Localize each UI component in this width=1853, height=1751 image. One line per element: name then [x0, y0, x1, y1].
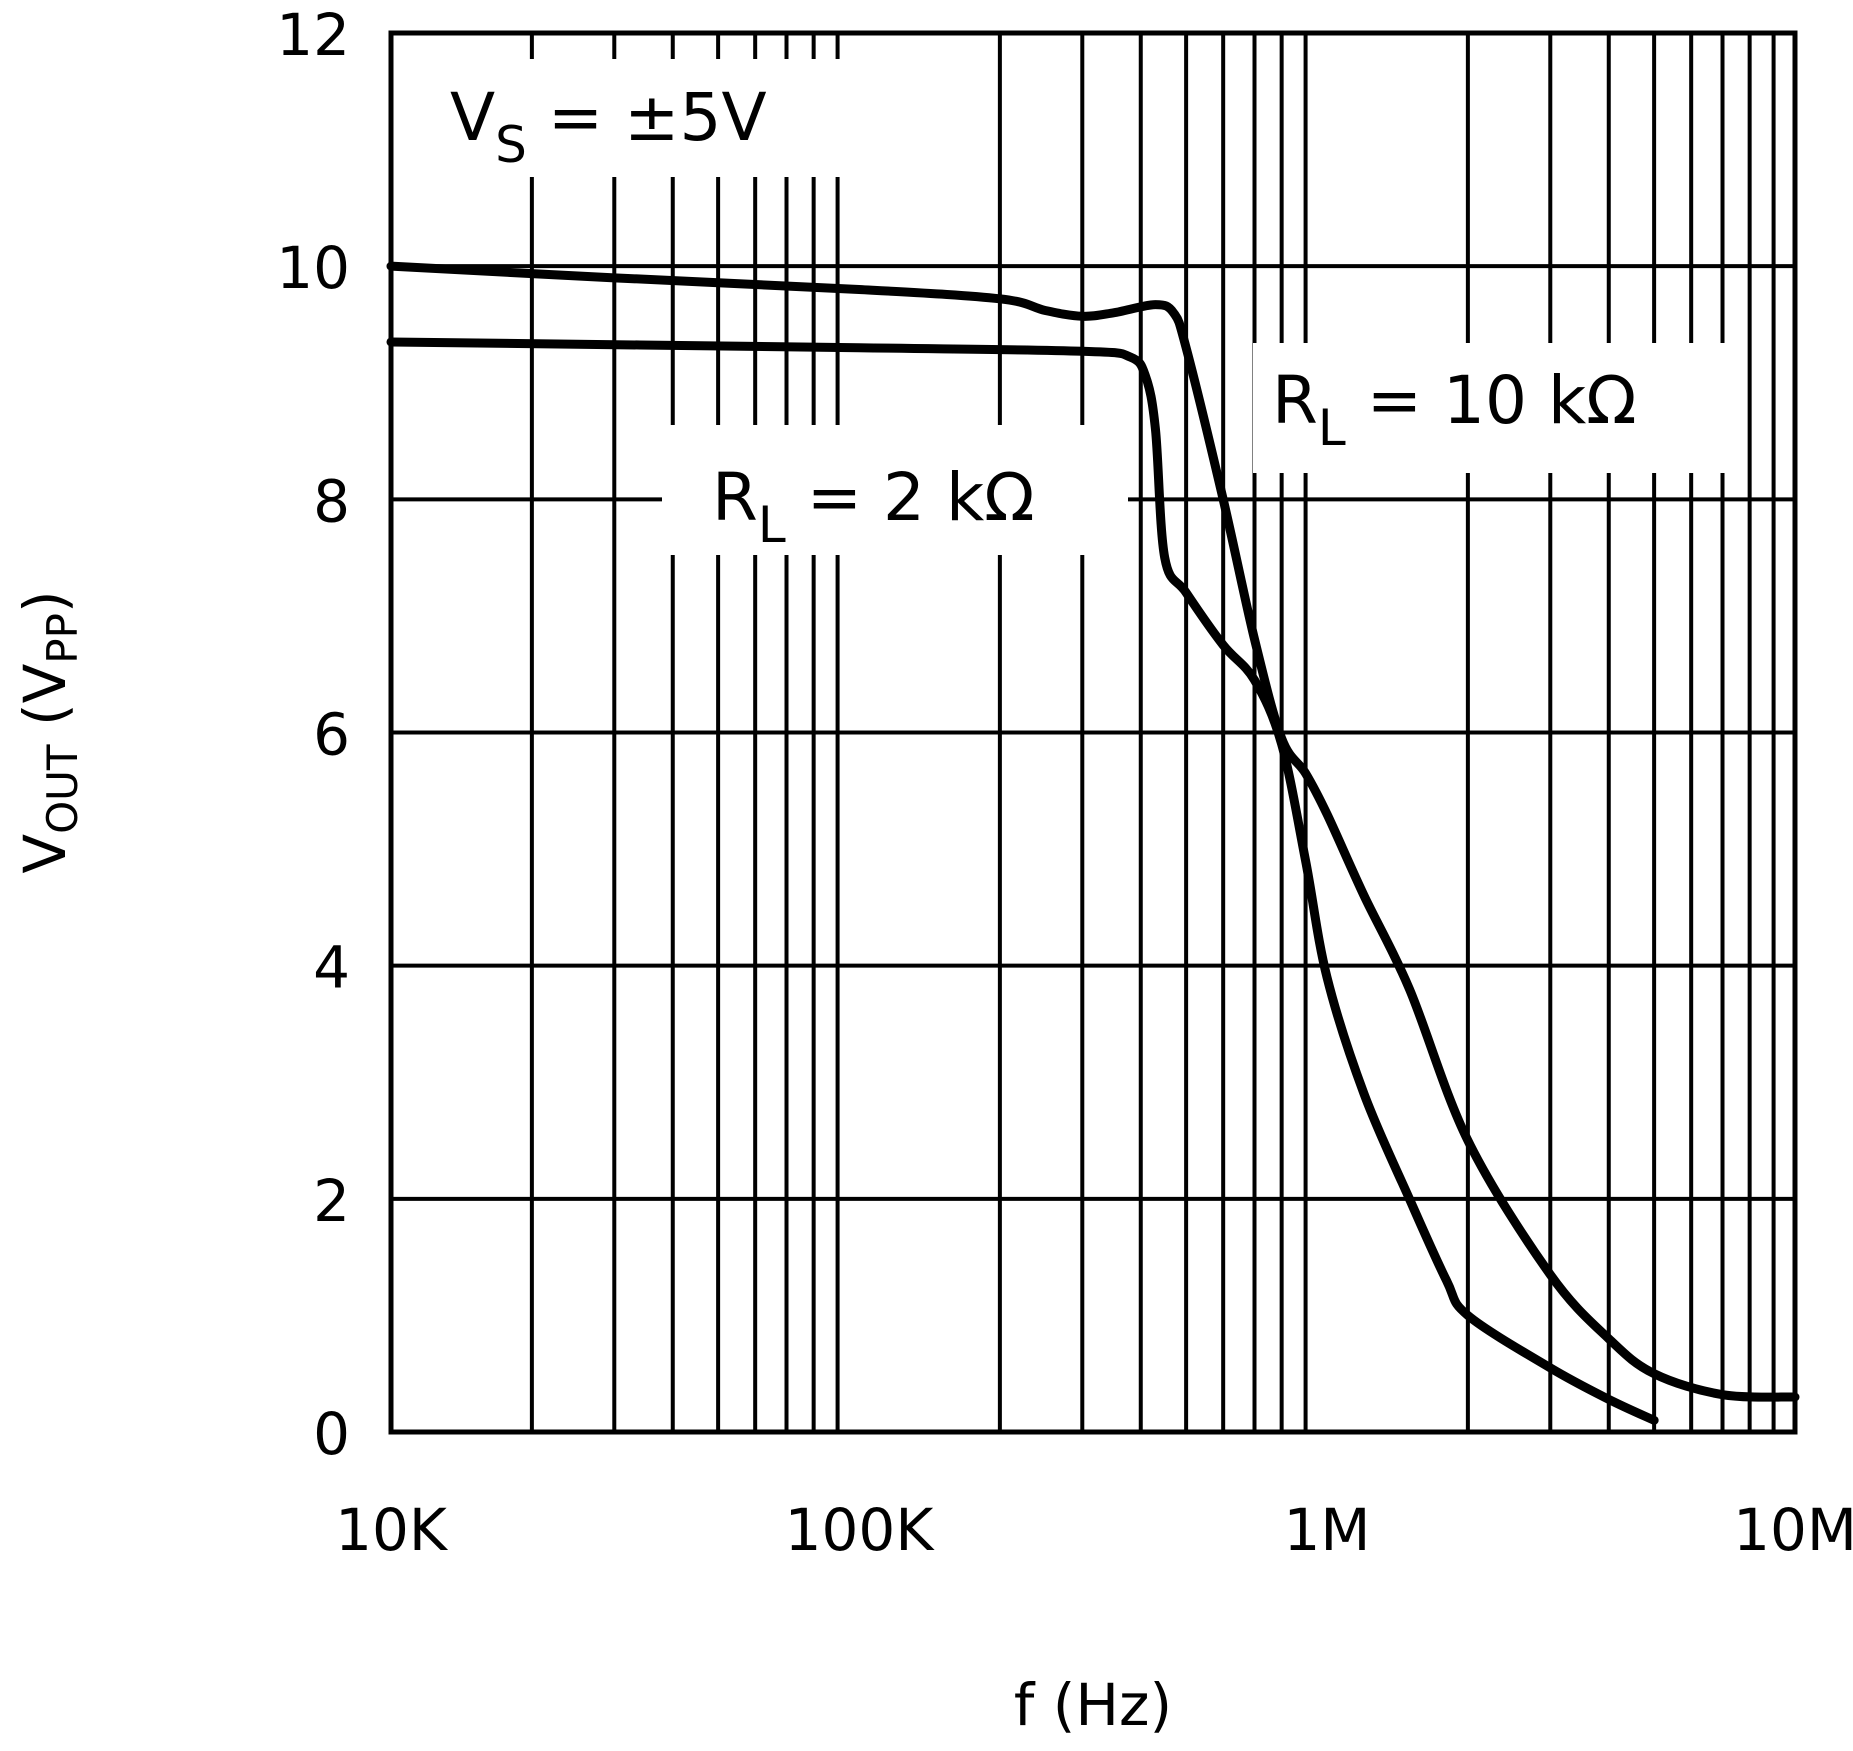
- annotation-rl2k: RL = 2 kΩ: [712, 459, 1035, 554]
- annotation-rl10k: RL = 10 kΩ: [1272, 362, 1637, 457]
- y-tick-label: 12: [276, 1, 350, 69]
- y-tick-label: 2: [313, 1167, 350, 1235]
- y-tick-label: 10: [276, 234, 350, 302]
- plot-frame: [388, 30, 1798, 1435]
- annotation-vs: VS = ±5V: [450, 79, 767, 174]
- y-tick-label: 0: [313, 1400, 350, 1468]
- series-line-1: [386, 337, 1659, 1425]
- annotation-rest: = 2 kΩ: [786, 459, 1035, 536]
- annotation-sub: L: [758, 496, 786, 554]
- annotation-main: R: [1272, 362, 1318, 439]
- x-tick-label: 1M: [1284, 1496, 1371, 1564]
- annotation-rest: = 10 kΩ: [1346, 362, 1637, 439]
- tick-labels: 0 2 4 6 8 10 12 10K 100K 1M 10M: [276, 1, 1853, 1564]
- annotation-main: R: [712, 459, 758, 536]
- annotation-rest: = ±5V: [527, 79, 767, 156]
- y-tick-label: 8: [313, 467, 350, 535]
- x-tick-label: 10K: [335, 1496, 449, 1564]
- annotation-background: [1253, 343, 1737, 473]
- x-axis-label: f (Hz): [1014, 1671, 1172, 1739]
- annotation-background: [662, 425, 1128, 555]
- annotation-sub: S: [495, 116, 527, 174]
- y-axis-label: VOUT (VPP): [11, 590, 87, 873]
- x-tick-label: 100K: [785, 1496, 936, 1564]
- annotation-sub: L: [1318, 399, 1346, 457]
- x-tick-label: 10M: [1733, 1496, 1853, 1564]
- annotation-background: [420, 59, 851, 177]
- grid: [391, 31, 1795, 1434]
- y-tick-label: 6: [313, 701, 350, 769]
- series-line-0: [386, 261, 1800, 1402]
- annotation-main: V: [450, 79, 495, 156]
- y-tick-label: 4: [313, 934, 350, 1002]
- series: [386, 261, 1800, 1425]
